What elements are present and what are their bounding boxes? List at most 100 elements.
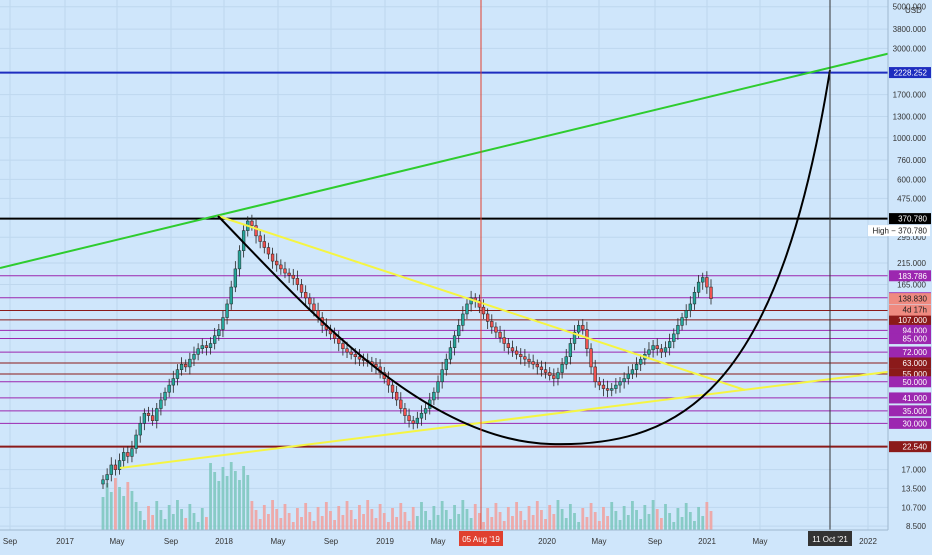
candle-body [270,253,275,262]
volume-bar [631,501,634,530]
volume-bar [271,500,274,530]
last-price-flag [889,293,931,305]
volume-bar [494,503,498,530]
volume-bar [659,518,663,530]
volume-bar [701,516,705,530]
level-flag-label: 94.000 [903,326,928,335]
level-flag [889,314,931,326]
candle-body [345,348,349,353]
candle-body [688,303,692,311]
time-tick-label: 2022 [859,537,877,546]
volume-bar [552,514,556,530]
volume-bar [544,519,547,530]
volume-bar [527,506,531,530]
volume-bar [345,501,349,530]
candle-body [432,391,436,401]
candle-body [486,313,490,322]
volume-bar [684,503,688,530]
yellow-rising-trendline [119,370,896,469]
level-flag [889,346,931,358]
level-flag [889,67,931,79]
level-flag-label: 72.000 [903,348,928,357]
volume-bar [171,514,175,530]
volume-bar [205,517,208,530]
volume-bar [614,511,618,530]
candle-body [672,333,676,342]
candle-body [622,378,626,383]
candle-body [258,235,262,242]
volume-bar [209,463,212,530]
candle-body [527,358,531,362]
candle-body [519,354,523,357]
candle-body [676,325,680,335]
volume-bar [176,500,179,530]
volume-bar [295,508,299,530]
price-tick-label: 475.000 [897,194,926,203]
level-flag [889,368,931,380]
volume-bar [362,514,365,530]
time-tick-label: Sep [3,537,18,546]
level-flag-label: 55.000 [903,370,928,379]
volume-bar [101,497,105,530]
price-axis[interactable]: 5000.000 3800.000 3000.000 1700.000 1300.000… [868,3,931,531]
candle-body [213,335,217,344]
candle-body [659,348,664,353]
currency-label: USD [905,6,922,15]
volume-bar [581,508,585,530]
candle-body [684,310,688,318]
volume-bar [490,517,494,530]
volume-bar [585,517,589,530]
candle-body [279,264,283,270]
candle-body [436,381,440,393]
candle-body [122,452,126,461]
time-axis[interactable]: Sep 2017 May Sep 2018 May Sep 2019 May 2020 May Sep… [3,531,878,546]
volume-bar [324,502,328,530]
level-flag-label: 41.000 [903,394,928,403]
level-flag [889,417,931,429]
volume-bar [366,500,370,530]
level-flag [889,357,931,369]
candle-body [229,286,233,305]
volume-bar [618,520,622,530]
volume-bar [411,507,415,530]
vertical-marker-flag [808,531,852,546]
price-tick-label: 600.000 [897,175,926,184]
time-tick-label: 2019 [376,537,394,546]
volume-bar [540,510,543,530]
candle-body [283,268,287,274]
volume-bar [349,510,353,530]
volume-bar [246,475,250,530]
time-tick-label: May [591,537,606,546]
candle-body [419,412,424,419]
price-tick-label: 1700.000 [893,91,927,100]
candle-body [287,272,291,276]
price-tick-label: 13.500 [902,484,927,493]
candle-body [349,351,353,355]
volume-bar [577,522,581,530]
level-flag [889,324,931,336]
volume-bar [610,502,614,530]
candle-body [403,408,407,416]
time-tick-label: 2017 [56,537,74,546]
time-tick-label: Sep [648,537,663,546]
level-flag-label: 107.000 [898,316,927,325]
candle-body [647,349,651,355]
candle-body [295,278,300,285]
candle-body [341,343,345,350]
time-tick-label: Sep [164,537,179,546]
candle-body [423,408,428,414]
volume-bar [668,513,672,530]
volume-bar [159,510,163,530]
candle-body [113,464,118,470]
volume-bar [664,504,667,530]
candle-body [705,277,709,288]
volume-bar [473,504,477,530]
candle-body [610,388,614,391]
candle-body [680,317,684,326]
time-tick-label: 2018 [215,537,233,546]
vertical-marker-flag [459,531,503,546]
volume-bar [254,510,258,530]
candle-body [221,317,225,330]
